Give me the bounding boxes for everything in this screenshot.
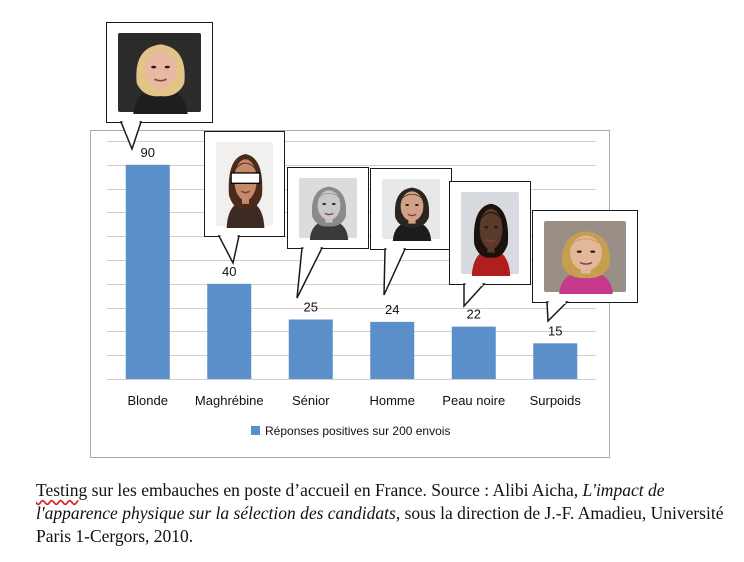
data-label: 25 (304, 300, 318, 315)
legend: Réponses positives sur 200 envois (251, 424, 450, 438)
caption-text-2: , sous la direction de J.-F. Amadieu, Un… (36, 503, 724, 546)
callout-maghrebine (204, 131, 285, 266)
data-label: 24 (385, 302, 399, 317)
caption-book-title: L'impact de l'apparence physique sur la … (36, 480, 665, 523)
callout-pointer (217, 235, 240, 266)
data-labels: 90 40 25 24 22 15 (141, 145, 563, 338)
portrait-drawing (392, 187, 432, 241)
callout-pointer (383, 248, 407, 296)
overweight-woman-portrait-icon (544, 221, 626, 294)
category-label: Blonde (128, 393, 168, 408)
category-label: Surpoids (530, 393, 582, 408)
portrait-drawing (226, 154, 265, 228)
figure-caption: Testing sur les embauches en poste d’acc… (36, 479, 726, 548)
bar-5 (533, 343, 578, 379)
caption-underlined-word: Testing (36, 480, 88, 500)
caption-text-1: sur les embauches en poste d’accueil en … (87, 480, 583, 500)
bar-2 (288, 319, 333, 379)
blonde-woman-portrait-icon (118, 33, 201, 114)
portrait-drawing (133, 44, 188, 114)
data-label: 22 (467, 307, 481, 322)
callout-pointer (463, 283, 486, 308)
category-label: Homme (369, 393, 415, 408)
legend-swatch (251, 426, 260, 435)
data-label: 15 (548, 323, 562, 338)
callout-blonde (106, 22, 213, 152)
category-label: Peau noire (442, 393, 505, 408)
black-woman-portrait-icon (461, 192, 519, 276)
bar-0 (125, 164, 170, 379)
woman-portrait-eyes-masked-icon (216, 142, 273, 228)
callout-peau-noire (449, 181, 531, 308)
portrait-drawing (559, 231, 613, 294)
bar-1 (207, 283, 252, 379)
senior-woman-portrait-icon (299, 178, 357, 240)
callout-homme (370, 168, 452, 296)
portrait-drawing (309, 186, 349, 240)
callout-senior (287, 167, 369, 299)
category-label: Maghrébine (195, 393, 264, 408)
bar-series (125, 164, 578, 379)
legend-label: Réponses positives sur 200 envois (265, 424, 450, 438)
data-label: 90 (141, 145, 155, 160)
callout-pointer (119, 121, 143, 152)
bar-3 (370, 321, 415, 379)
portrait-drawing (471, 203, 511, 276)
category-label: Sénior (292, 393, 330, 408)
bar-4 (451, 326, 496, 379)
callout-pointer (296, 247, 324, 299)
data-label: 40 (222, 264, 236, 279)
category-labels: Blonde Maghrébine Sénior Homme Peau noire Sur… (128, 393, 582, 408)
man-portrait-icon (382, 179, 440, 241)
callout-surpoids (532, 210, 638, 323)
callout-pointer (546, 301, 569, 323)
